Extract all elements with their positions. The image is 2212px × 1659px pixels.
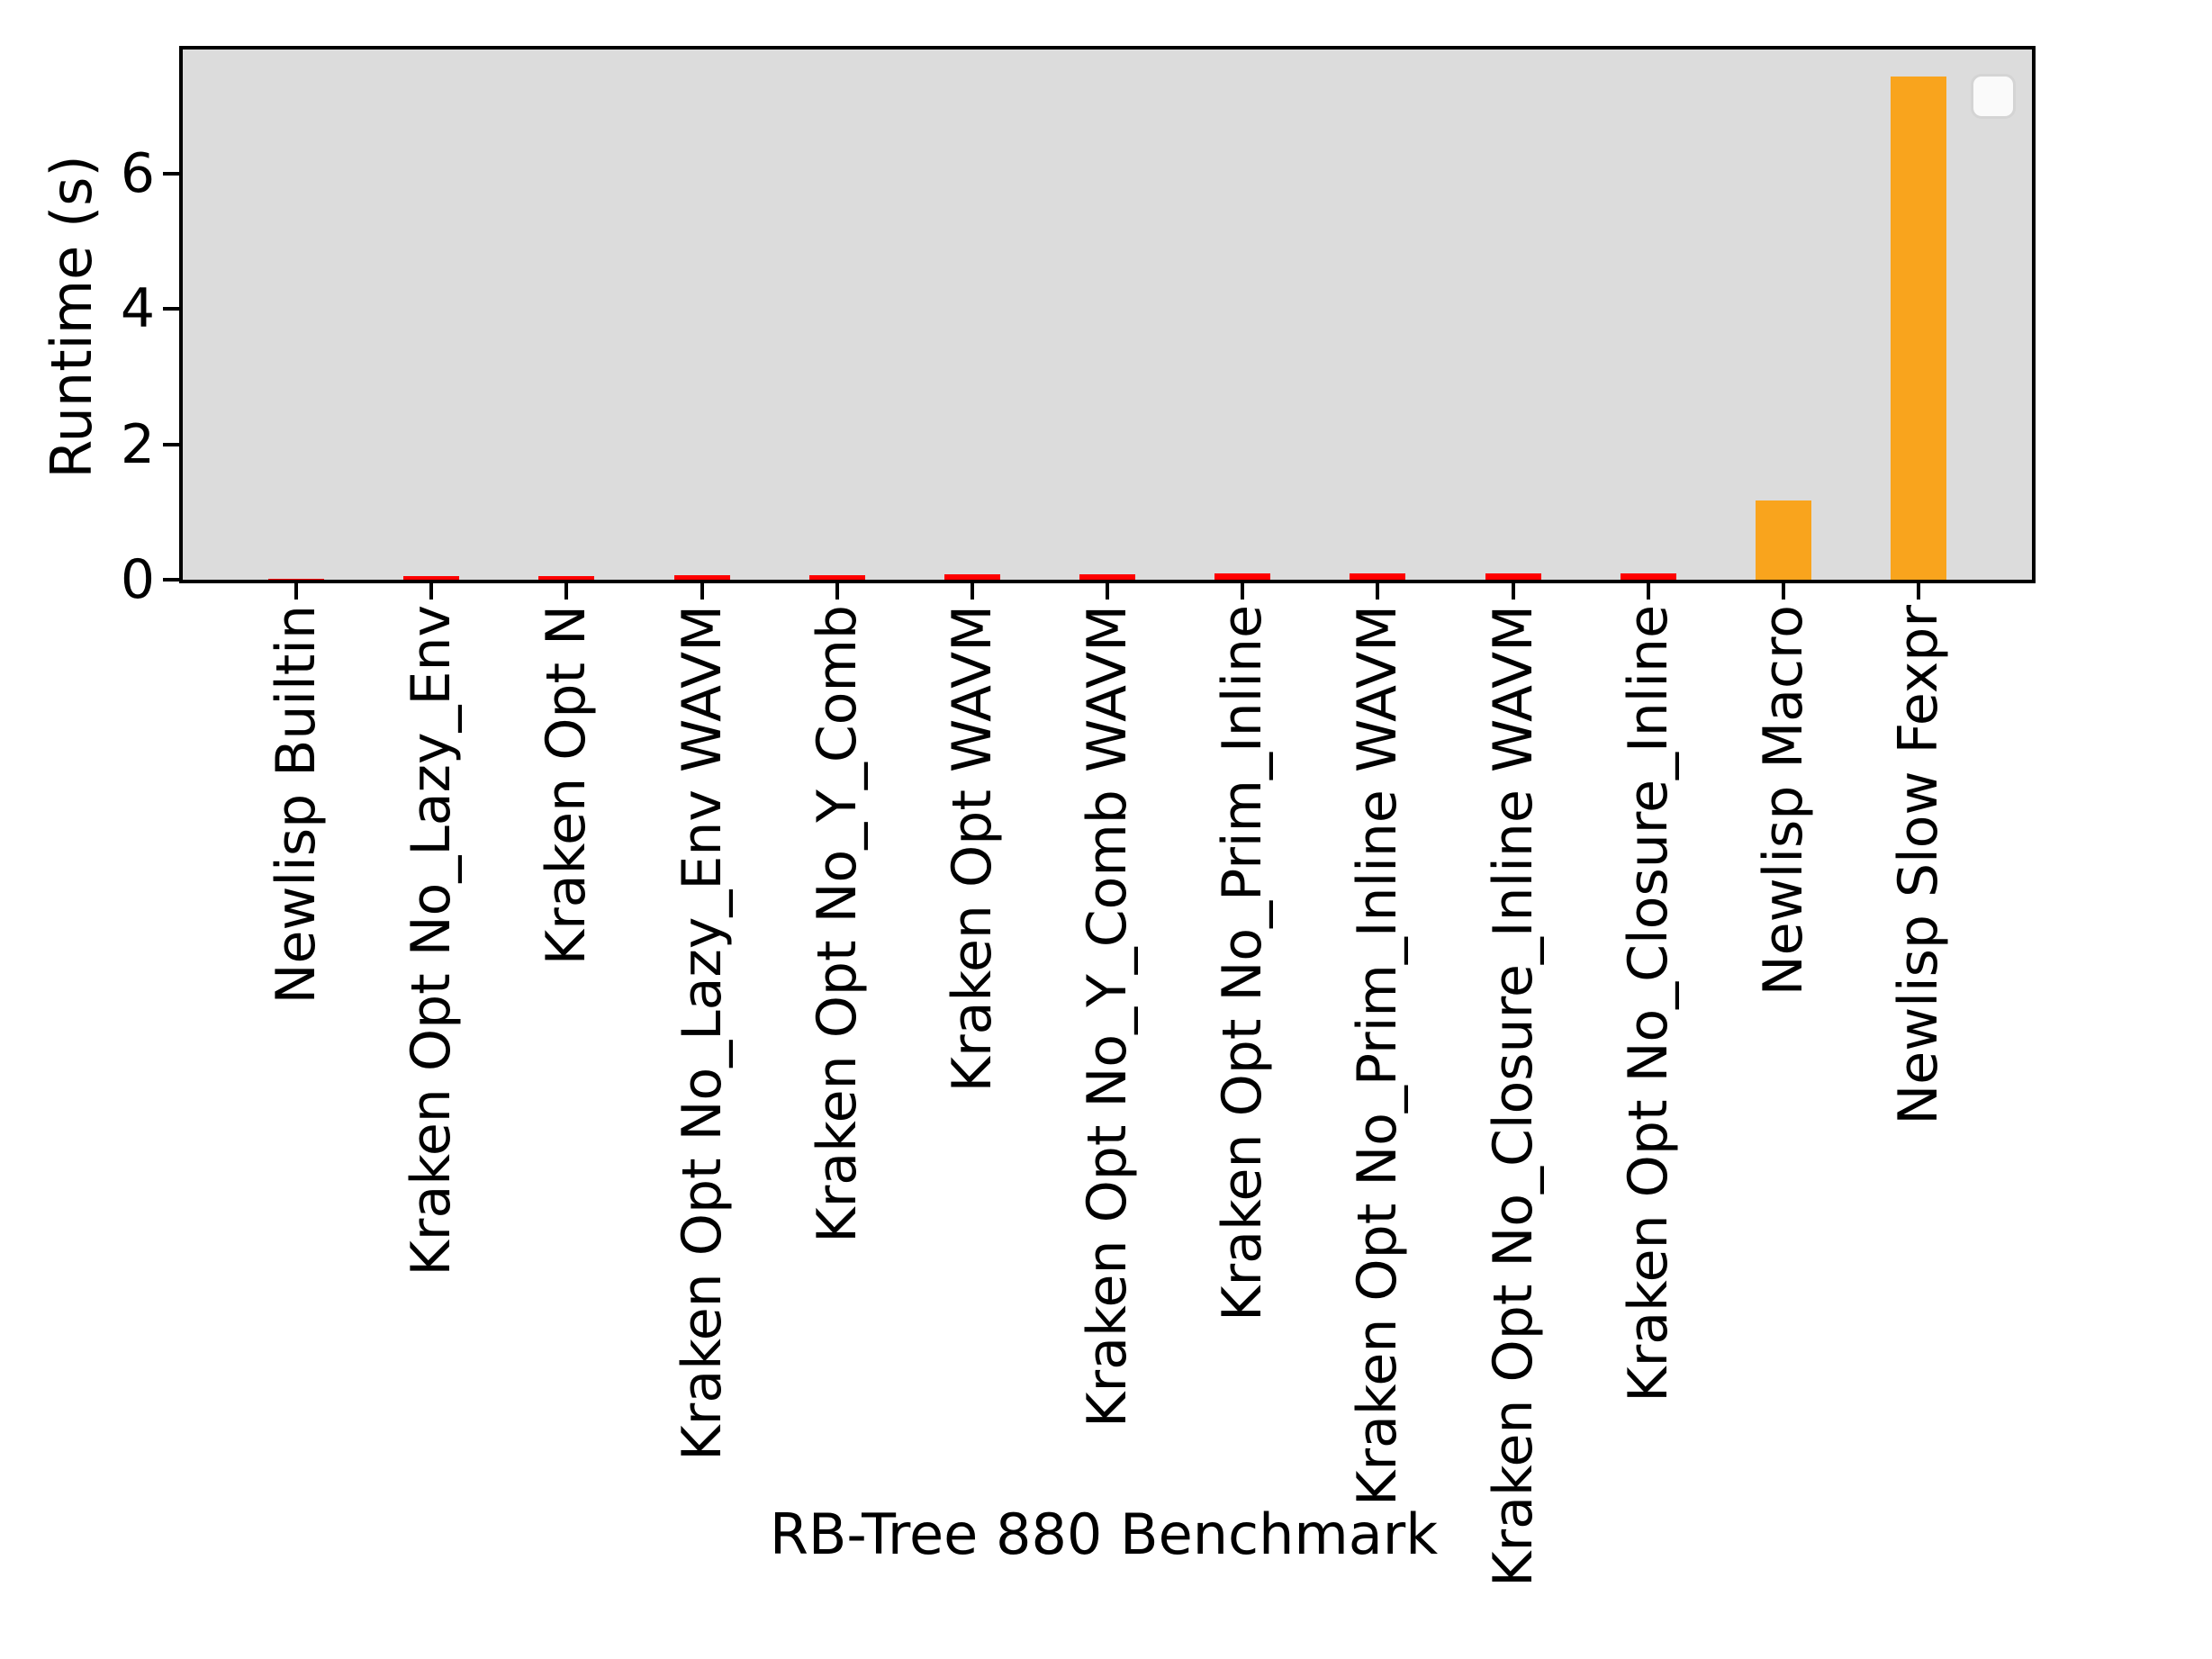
x-tick [564,583,569,600]
x-tick-label-text: Newlisp Macro [1751,605,1815,996]
bar [1485,573,1541,580]
bar [1620,573,1676,580]
x-tick [1241,583,1245,600]
y-tick-label: 6 [120,142,155,206]
y-tick [163,307,179,311]
x-tick [1376,583,1380,600]
x-tick-label-text: Kraken Opt No_Prim_Inline [1211,605,1275,1321]
x-tick [1781,583,1785,600]
x-tick-label-text: Kraken Opt No_Lazy_Env WAVM [670,605,734,1461]
plot-area [179,46,2036,583]
x-tick [970,583,974,600]
x-tick [429,583,434,600]
bar [1214,573,1271,580]
y-tick [163,172,179,176]
x-tick [1917,583,1920,600]
x-tick-label-text: Kraken Opt No_Y_Comb WAVM [1076,605,1139,1428]
bar [673,574,730,580]
y-tick-label: 0 [120,548,155,611]
y-tick-label: 4 [120,277,155,341]
bar [1755,500,1811,580]
y-tick [163,578,179,582]
bar [943,574,1000,580]
x-axis-label: RB-Tree 880 Benchmark [769,1501,1439,1567]
bar [403,576,460,580]
x-tick-label-text: Kraken Opt WAVM [940,605,1004,1093]
bar [1350,573,1406,580]
y-tick [163,442,179,446]
bar [808,574,865,580]
bar [268,579,324,580]
x-tick [1511,583,1515,600]
y-tick-label: 2 [120,412,155,476]
x-tick-label-text: Kraken Opt No_Lazy_Env [400,605,464,1276]
x-tick-label-text: Kraken Opt No_Closure_Inline WAVM [1481,605,1545,1587]
x-tick [1106,583,1109,600]
x-tick-label-text: Kraken Opt N [535,605,599,966]
x-tick-label-text: Kraken Opt No_Closure_Inline [1616,605,1680,1402]
x-tick [700,583,704,600]
x-tick [835,583,839,600]
bar [538,575,595,580]
x-tick-label-text: Newlisp Slow Fexpr [1887,605,1950,1125]
x-tick-label-text: Kraken Opt No_Y_Comb [805,605,869,1243]
x-tick [1646,583,1650,600]
x-tick-label-text: Kraken Opt No_Prim_Inline WAVM [1346,605,1410,1506]
bar [1891,77,1946,580]
x-tick-label-text: Newlisp Builtin [265,605,328,1005]
legend-box [1971,74,2016,119]
bar [1079,574,1135,580]
x-tick [294,583,298,600]
